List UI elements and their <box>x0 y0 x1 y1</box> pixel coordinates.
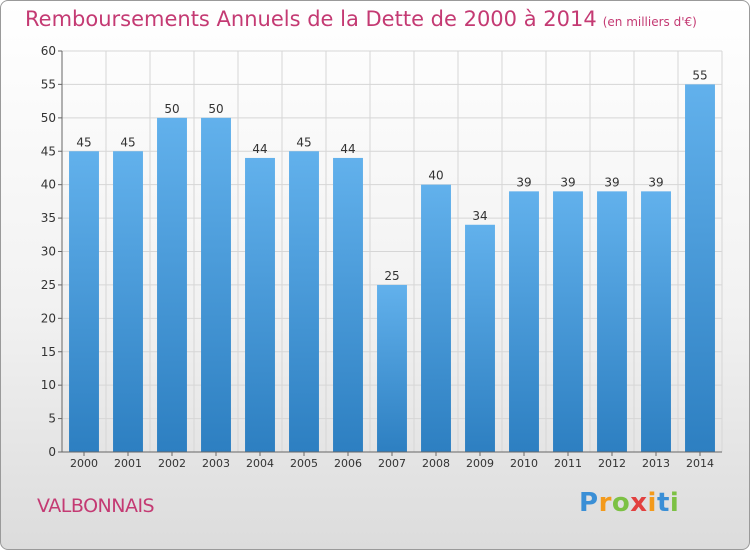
data-label: 44 <box>340 142 355 156</box>
y-tick-label: 15 <box>41 345 56 359</box>
unit-note: (en milliers d'€) <box>602 15 697 29</box>
data-label: 25 <box>384 269 399 283</box>
x-tick-label: 2005 <box>290 457 318 470</box>
data-label: 55 <box>692 68 707 82</box>
y-tick-label: 55 <box>41 77 56 91</box>
data-label: 45 <box>120 135 135 149</box>
data-label: 34 <box>472 209 487 223</box>
bars: 45 45 50 50 44 45 44 25 40 34 39 39 39 39 55 <box>69 68 715 453</box>
logo-letter: P <box>579 488 599 518</box>
y-tick-label: 0 <box>48 445 56 459</box>
bar <box>69 151 99 452</box>
data-label: 50 <box>208 102 223 116</box>
bar <box>157 117 187 452</box>
x-tick-label: 2011 <box>554 457 582 470</box>
logo-letter: i <box>669 488 680 518</box>
y-tick-label: 30 <box>41 245 56 259</box>
y-tick-label: 60 <box>41 44 56 58</box>
bar <box>377 284 407 452</box>
data-label: 39 <box>604 175 619 189</box>
x-tick-label: 2014 <box>686 457 714 470</box>
bar <box>597 191 627 452</box>
x-tick-label: 2006 <box>334 457 362 470</box>
x-tick-label: 2012 <box>598 457 626 470</box>
x-tick-label: 2009 <box>466 457 494 470</box>
commune-name: VALBONNAIS <box>37 495 155 517</box>
data-label: 44 <box>252 142 267 156</box>
x-tick-label: 2008 <box>422 457 450 470</box>
logo-letter: o <box>611 488 631 518</box>
y-tick-label: 40 <box>41 178 56 192</box>
bar <box>553 191 583 452</box>
data-label: 45 <box>76 135 91 149</box>
x-tick-label: 2001 <box>114 457 142 470</box>
x-tick-label: 2002 <box>158 457 186 470</box>
logo-letter: x <box>630 488 648 518</box>
data-label: 39 <box>516 175 531 189</box>
y-tick-label: 50 <box>41 111 56 125</box>
bar <box>465 224 495 452</box>
data-label: 39 <box>560 175 575 189</box>
chart-title-text: Remboursements Annuels de la Dette de 20… <box>25 7 597 31</box>
data-label: 40 <box>428 169 443 183</box>
y-tick-label: 10 <box>41 378 56 392</box>
data-label: 50 <box>164 102 179 116</box>
bar <box>245 157 275 452</box>
logo-letter: i <box>647 488 657 518</box>
x-tick-label: 2013 <box>642 457 670 470</box>
y-tick-label: 20 <box>41 311 56 325</box>
bar <box>333 157 363 452</box>
x-tick-label: 2000 <box>70 457 98 470</box>
x-tick-label: 2010 <box>510 457 538 470</box>
x-tick-label: 2004 <box>246 457 274 470</box>
bar <box>685 84 715 453</box>
bar <box>289 151 319 452</box>
y-tick-label: 25 <box>41 278 56 292</box>
y-tick-label: 35 <box>41 211 56 225</box>
y-tick-label: 5 <box>48 412 56 426</box>
bar <box>641 191 671 452</box>
bar <box>201 117 231 452</box>
chart-title: Remboursements Annuels de la Dette de 20… <box>25 7 697 31</box>
y-tick-label: 45 <box>41 144 56 158</box>
bar <box>113 151 143 452</box>
axes: 0 5 10 15 20 25 30 35 40 45 50 55 60 2000 2001 2002 2003… <box>41 44 722 470</box>
data-label: 39 <box>648 175 663 189</box>
bar <box>509 191 539 452</box>
logo-letter: r <box>598 488 612 518</box>
proxiti-logo: Proxiti <box>579 488 679 518</box>
x-tick-label: 2003 <box>202 457 230 470</box>
data-label: 45 <box>296 135 311 149</box>
x-tick-label: 2007 <box>378 457 406 470</box>
bar <box>421 184 451 452</box>
logo-letter: t <box>656 488 670 518</box>
